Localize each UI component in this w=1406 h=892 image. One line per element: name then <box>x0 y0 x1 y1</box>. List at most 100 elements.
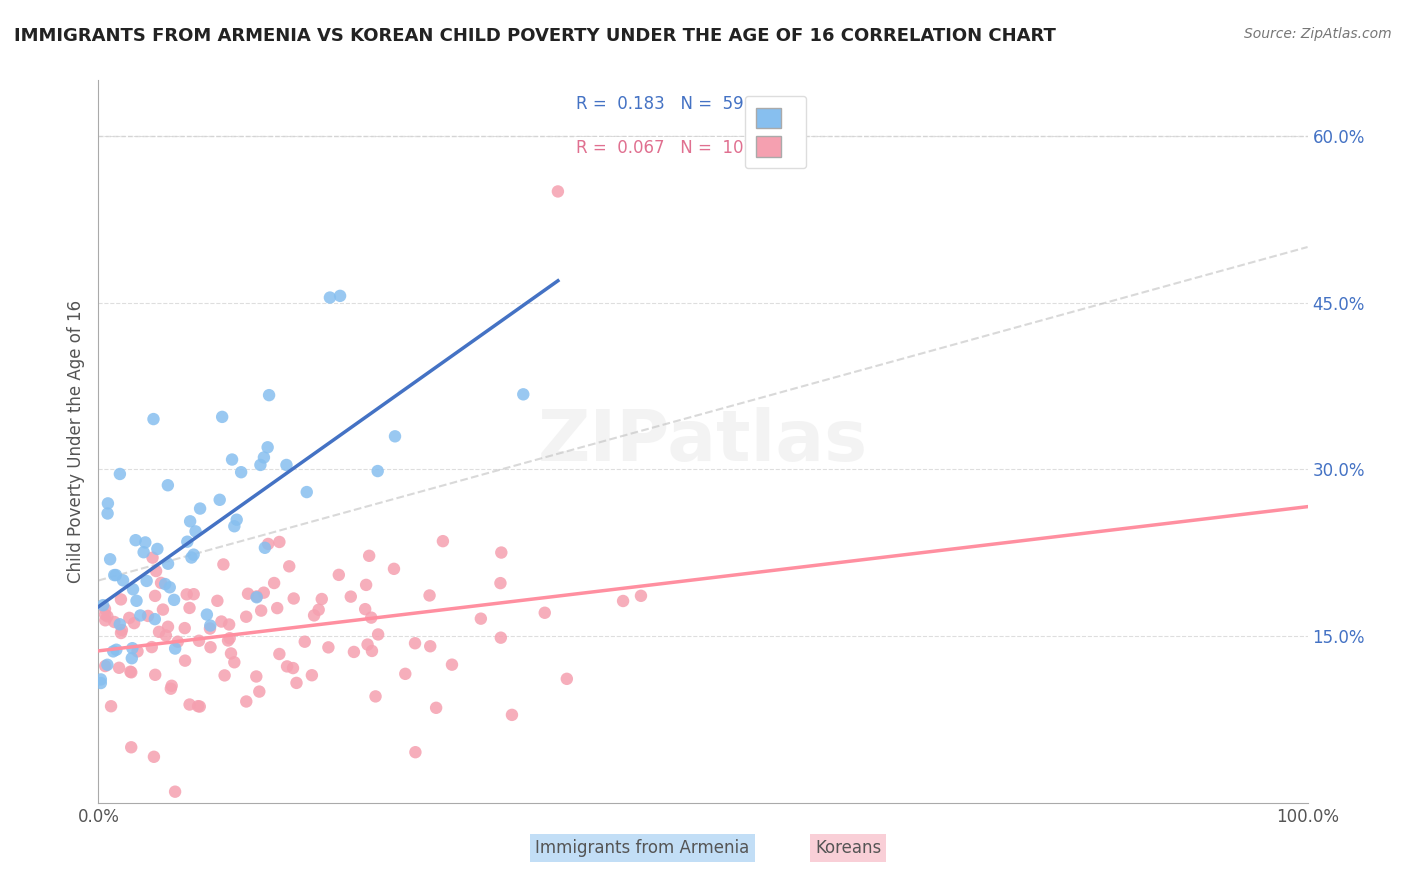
Point <box>384 429 406 443</box>
Point <box>512 387 534 401</box>
Point <box>354 578 377 592</box>
Point <box>217 633 239 648</box>
Point <box>143 589 166 603</box>
Point <box>612 594 634 608</box>
Point <box>103 568 125 582</box>
Point <box>236 587 259 601</box>
Point <box>533 606 555 620</box>
Point <box>155 628 177 642</box>
Point <box>343 645 366 659</box>
Point <box>180 550 202 565</box>
Point <box>146 541 169 556</box>
Point <box>425 701 447 715</box>
Point <box>179 601 201 615</box>
Point <box>100 699 122 714</box>
Point <box>153 577 176 591</box>
Point <box>188 633 211 648</box>
Point <box>302 608 325 623</box>
Point <box>122 616 145 631</box>
Point <box>183 548 205 562</box>
Point <box>98 552 121 566</box>
Legend: , : , <box>745 95 807 169</box>
Point <box>110 592 132 607</box>
Point <box>179 698 201 712</box>
Point <box>219 647 242 661</box>
Point <box>207 594 229 608</box>
Point <box>165 641 187 656</box>
Text: Immigrants from Armenia: Immigrants from Armenia <box>536 839 749 857</box>
Point <box>257 388 280 402</box>
Point <box>108 467 131 481</box>
Point <box>135 574 157 588</box>
Point <box>404 745 426 759</box>
Point <box>501 707 523 722</box>
Point <box>470 612 492 626</box>
Point <box>249 458 271 472</box>
Point <box>132 545 155 559</box>
Point <box>121 651 143 665</box>
Point <box>218 631 240 645</box>
Point <box>90 676 112 690</box>
Point <box>208 492 231 507</box>
Point <box>224 519 246 533</box>
Point <box>225 513 247 527</box>
Point <box>112 574 135 588</box>
Point <box>176 534 198 549</box>
Point <box>94 613 117 627</box>
Point <box>250 604 273 618</box>
Point <box>198 622 221 636</box>
Point <box>283 591 305 606</box>
Point <box>221 452 243 467</box>
Text: R =  0.183   N =  59: R = 0.183 N = 59 <box>576 95 744 113</box>
Point <box>96 657 118 672</box>
Point <box>281 661 304 675</box>
Point <box>263 576 285 591</box>
Point <box>166 634 188 648</box>
Point <box>308 603 330 617</box>
Point <box>136 608 159 623</box>
Text: ZIPatlas: ZIPatlas <box>538 407 868 476</box>
Point <box>253 450 276 465</box>
Point <box>364 690 387 704</box>
Point <box>200 640 222 655</box>
Point <box>97 496 120 510</box>
Point <box>148 624 170 639</box>
Point <box>111 623 134 637</box>
Point <box>278 559 301 574</box>
Point <box>150 575 173 590</box>
Point <box>179 514 201 528</box>
Point <box>294 634 316 648</box>
Point <box>224 655 246 669</box>
Point <box>266 601 288 615</box>
Point <box>90 673 112 687</box>
Point <box>319 291 342 305</box>
Point <box>176 587 198 601</box>
Point <box>108 617 131 632</box>
Point <box>142 749 165 764</box>
Point <box>329 289 352 303</box>
Point <box>555 672 578 686</box>
Point <box>339 590 361 604</box>
Point <box>256 440 278 454</box>
Point <box>295 485 318 500</box>
Text: Koreans: Koreans <box>815 839 882 857</box>
Point <box>432 534 454 549</box>
Point <box>187 699 209 714</box>
Point <box>419 589 441 603</box>
Point <box>359 549 381 563</box>
Point <box>118 611 141 625</box>
Point <box>160 679 183 693</box>
Point <box>212 558 235 572</box>
Point <box>318 640 340 655</box>
Point <box>120 665 142 680</box>
Point <box>382 562 405 576</box>
Point <box>356 638 378 652</box>
Point <box>257 537 280 551</box>
Point <box>188 501 211 516</box>
Point <box>104 568 127 582</box>
Point <box>125 594 148 608</box>
Point <box>142 412 165 426</box>
Text: IMMIGRANTS FROM ARMENIA VS KOREAN CHILD POVERTY UNDER THE AGE OF 16 CORRELATION : IMMIGRANTS FROM ARMENIA VS KOREAN CHILD … <box>14 27 1056 45</box>
Point <box>214 668 236 682</box>
Point <box>156 620 179 634</box>
